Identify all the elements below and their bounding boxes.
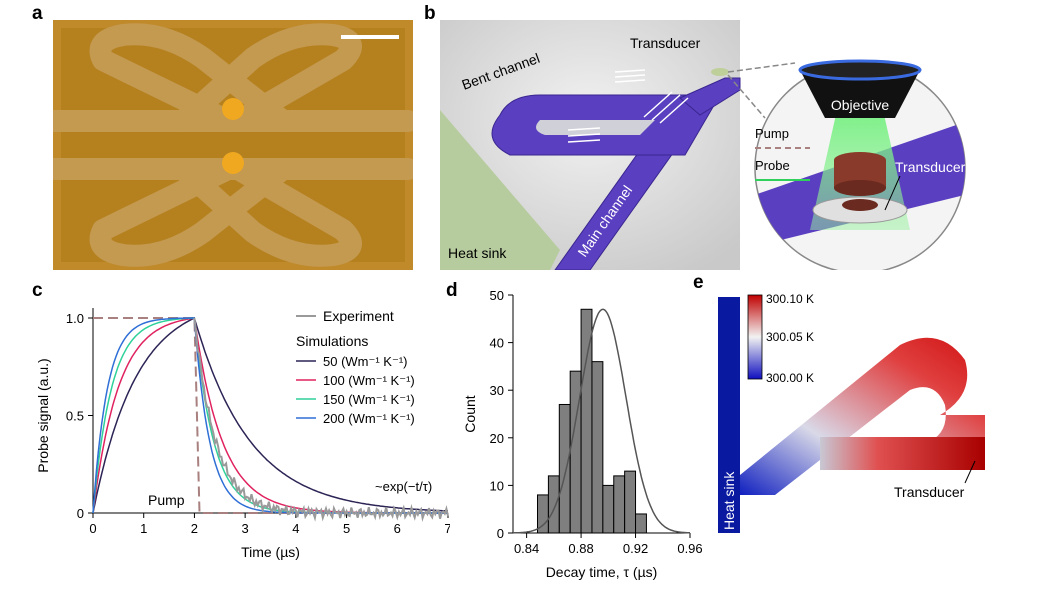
histogram-bar: [558, 403, 571, 534]
y-tick-label: 40: [490, 336, 504, 351]
legend-series-label: 150 (Wm⁻¹ K⁻¹): [323, 392, 415, 407]
y-tick-label: 0: [77, 506, 84, 521]
legend-series-label: 50 (Wm⁻¹ K⁻¹): [323, 354, 408, 369]
colorbar-tick-max: 300.10 K: [766, 292, 814, 306]
simulation-line: [92, 317, 448, 514]
legend-experiment: Experiment: [323, 308, 394, 324]
experiment-line: [193, 317, 449, 522]
histogram-bar: [635, 513, 647, 534]
x-tick-label: 0.92: [623, 541, 648, 556]
colorbar-tick-mid: 300.05 K: [766, 330, 814, 344]
y-axis-label: Count: [462, 395, 478, 432]
y-tick-label: 0: [497, 526, 504, 541]
schematic-panel-b: Transducer Bent channel Main channel Hea…: [440, 20, 966, 270]
label-objective: Objective: [831, 97, 890, 113]
label-transducer-inset: Transducer: [895, 159, 966, 175]
x-tick-label: 0.96: [677, 541, 702, 556]
histogram-bar: [547, 475, 560, 534]
chart-decay-histogram: 0 10 20 30 40 50 0.84 0.88 0.92 0.96 Decay time, τ…: [462, 288, 703, 580]
x-axis-label: Time (µs): [241, 544, 300, 560]
y-tick-label: 1.0: [66, 311, 84, 326]
label-pump-b: Pump: [755, 126, 789, 141]
label-transducer-top: Transducer: [630, 35, 701, 51]
legend-simulations-title: Simulations: [296, 333, 368, 349]
x-tick-label: 2: [191, 521, 198, 536]
x-tick-label: 0.88: [568, 541, 593, 556]
panel-letter-c: c: [32, 280, 43, 301]
simulation-line: [92, 317, 448, 514]
scale-bar: [341, 35, 399, 39]
y-tick-label: 20: [490, 431, 504, 446]
x-tick-label: 6: [394, 521, 401, 536]
label-transducer-e: Transducer: [894, 484, 965, 500]
histogram-bar: [591, 361, 604, 534]
chart-probe-signal: 0 1 2 3 4 5 6 7 0 0.5 1.0 Time (µs) Probe signal (a.…: [35, 308, 450, 560]
x-tick-label: 3: [242, 521, 249, 536]
x-axis-label: Decay time, τ (µs): [546, 564, 658, 580]
y-tick-label: 30: [490, 383, 504, 398]
panel-letter-e: e: [693, 272, 704, 293]
x-tick-label: 5: [343, 521, 350, 536]
annotation-pump: Pump: [148, 492, 185, 508]
gaussian-fit-line: [512, 308, 690, 534]
y-tick-label: 0.5: [66, 409, 84, 424]
heatmap-panel-e: Heat sink 300.10 K 300.05 K 300.00 K Tra…: [718, 292, 985, 533]
y-tick-label: 50: [490, 288, 504, 303]
x-tick-label: 0.84: [514, 541, 539, 556]
panel-letter-d: d: [446, 280, 458, 301]
annotation-exp: ~exp(−t/τ): [375, 479, 432, 494]
y-tick-label: 10: [490, 478, 504, 493]
x-tick-label: 0: [89, 521, 96, 536]
micrograph-panel-a: [53, 20, 413, 270]
histogram-bar: [602, 484, 615, 534]
panel-letter-b: b: [424, 3, 436, 24]
label-heat-sink-b: Heat sink: [448, 245, 507, 261]
x-tick-label: 7: [444, 521, 450, 536]
legend-series-label: 200 (Wm⁻¹ K⁻¹): [323, 411, 415, 426]
legend-series-label: 100 (Wm⁻¹ K⁻¹): [323, 373, 415, 388]
x-tick-label: 1: [140, 521, 147, 536]
label-heat-sink-e: Heat sink: [721, 471, 737, 530]
label-probe-b: Probe: [755, 158, 790, 173]
histogram-bar: [613, 475, 626, 534]
y-axis-label: Probe signal (a.u.): [35, 358, 51, 472]
panel-letter-a: a: [32, 3, 43, 24]
histogram-bar: [624, 470, 637, 534]
colorbar-tick-min: 300.00 K: [766, 371, 814, 385]
x-tick-label: 4: [292, 521, 299, 536]
